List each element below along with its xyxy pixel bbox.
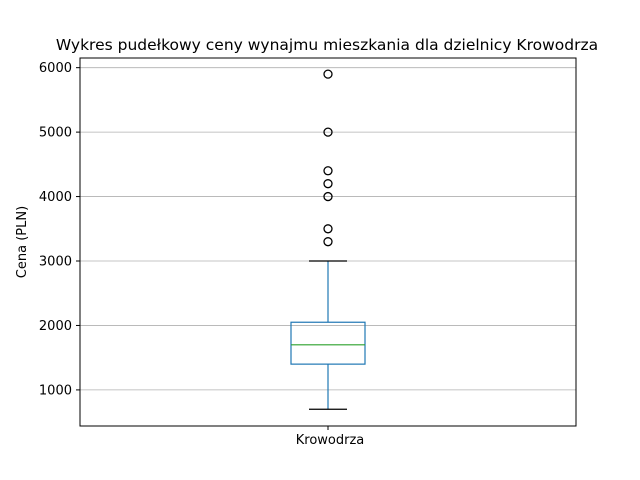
- iqr-box: [290, 321, 366, 365]
- outlier-point: [323, 237, 333, 247]
- outlier-point: [323, 191, 333, 202]
- y-tick-label: 2000: [39, 319, 72, 334]
- outlier-point: [323, 179, 333, 189]
- y-tick-label: 1000: [39, 383, 72, 398]
- plot-area: 1000 2000 3000 4000 5000 6000 Krowodrza: [39, 57, 577, 448]
- outlier-point: [323, 166, 333, 176]
- outlier-point: [323, 127, 333, 137]
- x-tick-label: Krowodrza: [296, 433, 365, 448]
- y-axis-label: Cena (PLN): [15, 206, 30, 278]
- chart-title: Wykres pudełkowy ceny wynajmu mieszkania…: [56, 36, 598, 54]
- outlier-point: [323, 224, 333, 234]
- y-tick-label: 6000: [39, 61, 72, 76]
- y-tick-label: 4000: [39, 190, 72, 205]
- outlier-point: [323, 69, 333, 79]
- y-tick-label: 5000: [39, 126, 72, 141]
- y-tick-label: 3000: [39, 255, 72, 270]
